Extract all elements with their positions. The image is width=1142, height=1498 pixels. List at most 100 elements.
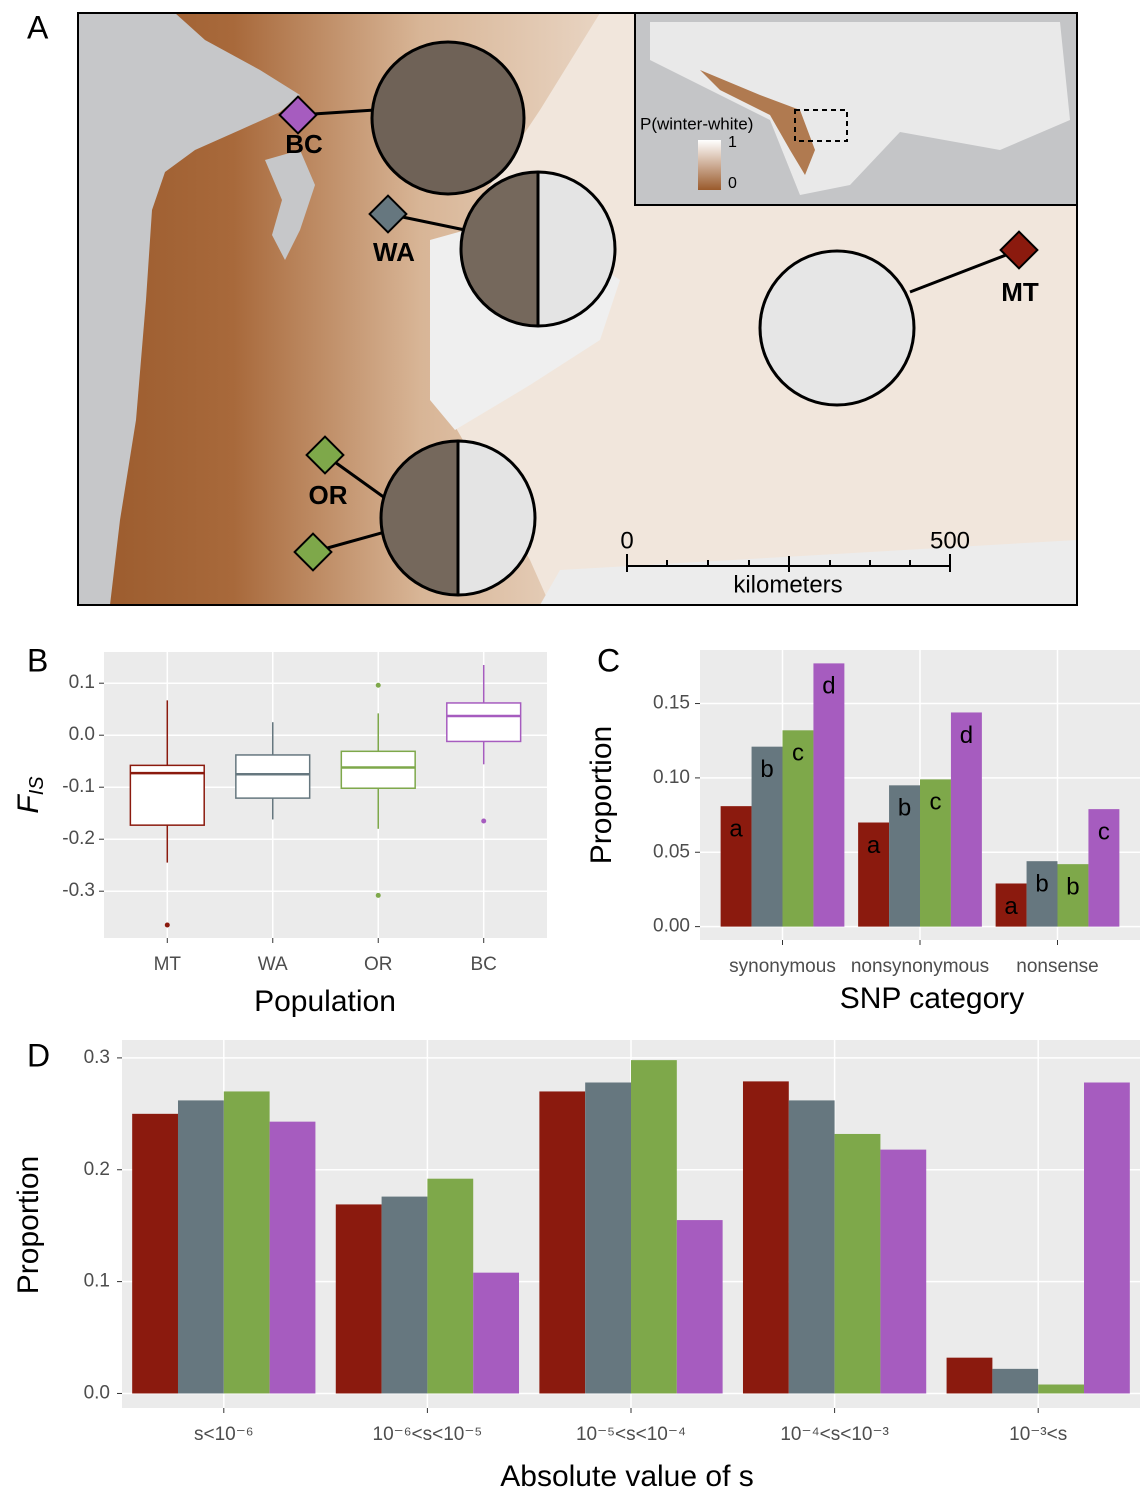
inset-land xyxy=(650,22,1070,195)
bar-letter: a xyxy=(729,815,743,842)
legend-colorbar xyxy=(698,140,721,190)
y-tick-label: -0.2 xyxy=(62,828,95,849)
x-tick-label: nonsense xyxy=(1016,956,1098,977)
x-tick-label: s<10⁻⁶ xyxy=(194,1424,254,1445)
x-axis-title: Population xyxy=(254,985,396,1018)
panel-label: C xyxy=(597,642,620,678)
legend-max: 1 xyxy=(728,134,737,151)
bar xyxy=(269,1121,316,1394)
box xyxy=(129,764,205,826)
site-marker xyxy=(293,532,333,572)
bar xyxy=(995,883,1027,927)
bar xyxy=(676,1220,723,1394)
bar-letter: a xyxy=(867,832,881,859)
photo-white-half xyxy=(538,172,615,326)
x-tick-label: WA xyxy=(258,954,288,975)
y-tick-label: -0.1 xyxy=(62,776,95,797)
bar-letter: d xyxy=(822,673,835,700)
bar-letter: d xyxy=(960,722,973,749)
bar-letter: c xyxy=(792,740,804,767)
site-label: BC xyxy=(285,129,323,159)
bar xyxy=(473,1272,520,1394)
bar xyxy=(1084,1082,1130,1394)
site-label: MT xyxy=(1001,277,1039,307)
outlier xyxy=(164,922,170,928)
y-tick-label: 0.1 xyxy=(84,1271,110,1292)
map-ocean xyxy=(78,13,300,605)
x-tick-label: OR xyxy=(364,954,393,975)
y-axis-title: FIS xyxy=(12,776,48,814)
bar xyxy=(834,1133,881,1394)
y-tick-label: 0.15 xyxy=(653,693,690,714)
y-tick-label: 0.00 xyxy=(653,916,690,937)
photo-brown-half xyxy=(461,172,538,326)
site-marker xyxy=(999,230,1039,270)
y-tick-label: 0.1 xyxy=(69,672,95,693)
scale-start: 0 xyxy=(620,527,633,554)
bar xyxy=(177,1100,224,1394)
y-axis-title-main: Proportion xyxy=(12,1156,45,1294)
x-axis-title: SNP category xyxy=(840,982,1025,1015)
y-tick-label: 0.3 xyxy=(84,1047,110,1068)
bar xyxy=(335,1204,382,1394)
y-tick-label: -0.3 xyxy=(62,880,95,901)
bar xyxy=(858,822,890,927)
site-marker xyxy=(305,435,345,475)
panel-label: A xyxy=(27,9,49,45)
bar xyxy=(1057,864,1089,927)
bar xyxy=(132,1113,178,1394)
y-tick-label: 0.10 xyxy=(653,767,690,788)
scale-end: 500 xyxy=(930,527,970,554)
inset-box xyxy=(794,109,848,142)
photo-white xyxy=(758,249,916,407)
x-tick-label: synonymous xyxy=(729,956,836,977)
bar xyxy=(788,1100,835,1394)
panel-label: B xyxy=(27,642,48,678)
panel-label: D xyxy=(27,1037,50,1073)
bar xyxy=(631,1060,677,1394)
outlier xyxy=(375,682,381,688)
scale-unit: kilometers xyxy=(733,571,842,598)
box xyxy=(340,750,416,789)
map-panel: A P(winter-white) 1 0 xyxy=(27,9,1078,606)
photo-brown-half xyxy=(381,441,458,595)
y-axis-title: Proportion xyxy=(12,1156,45,1294)
bar xyxy=(782,730,814,927)
box xyxy=(235,754,311,799)
photo-brown xyxy=(370,40,526,196)
bar-letter: b xyxy=(898,795,911,822)
bar-letter: b xyxy=(760,756,773,783)
legend-min: 0 xyxy=(728,175,737,192)
x-tick-label: 10⁻⁶<s<10⁻⁵ xyxy=(373,1424,483,1445)
y-tick-label: 0.0 xyxy=(69,724,95,745)
bar-letter: c xyxy=(929,789,941,816)
bar xyxy=(381,1196,428,1394)
map-frame xyxy=(77,12,1078,606)
bar-letter: c xyxy=(1098,818,1110,845)
bar xyxy=(223,1091,270,1394)
bar-letter: b xyxy=(1066,873,1079,900)
bar xyxy=(880,1149,927,1394)
y-axis-title-main: Proportion xyxy=(585,726,618,864)
y-tick-label: 0.0 xyxy=(84,1382,110,1403)
x-tick-label: 10⁻⁴<s<10⁻³ xyxy=(780,1424,889,1445)
bar xyxy=(920,779,951,927)
x-tick-label: 10⁻⁵<s<10⁻⁴ xyxy=(576,1424,686,1445)
bar xyxy=(946,1357,993,1394)
photo-white-half xyxy=(458,441,535,595)
bar-letter: b xyxy=(1035,871,1048,898)
bar xyxy=(1088,809,1120,927)
bar xyxy=(751,746,783,927)
bar xyxy=(539,1091,586,1394)
bar xyxy=(742,1081,789,1394)
bar xyxy=(813,663,845,927)
y-axis-title-sub: IS xyxy=(26,776,48,796)
outlier xyxy=(481,818,487,824)
x-tick-label: nonsynonymous xyxy=(851,956,989,977)
legend-title: P(winter-white) xyxy=(640,114,753,133)
bar xyxy=(1038,1384,1085,1394)
y-tick-label: 0.2 xyxy=(84,1159,110,1180)
x-tick-label: 10⁻³<s xyxy=(1009,1424,1067,1445)
bar xyxy=(992,1368,1039,1394)
y-axis-title-main: F xyxy=(12,794,45,814)
